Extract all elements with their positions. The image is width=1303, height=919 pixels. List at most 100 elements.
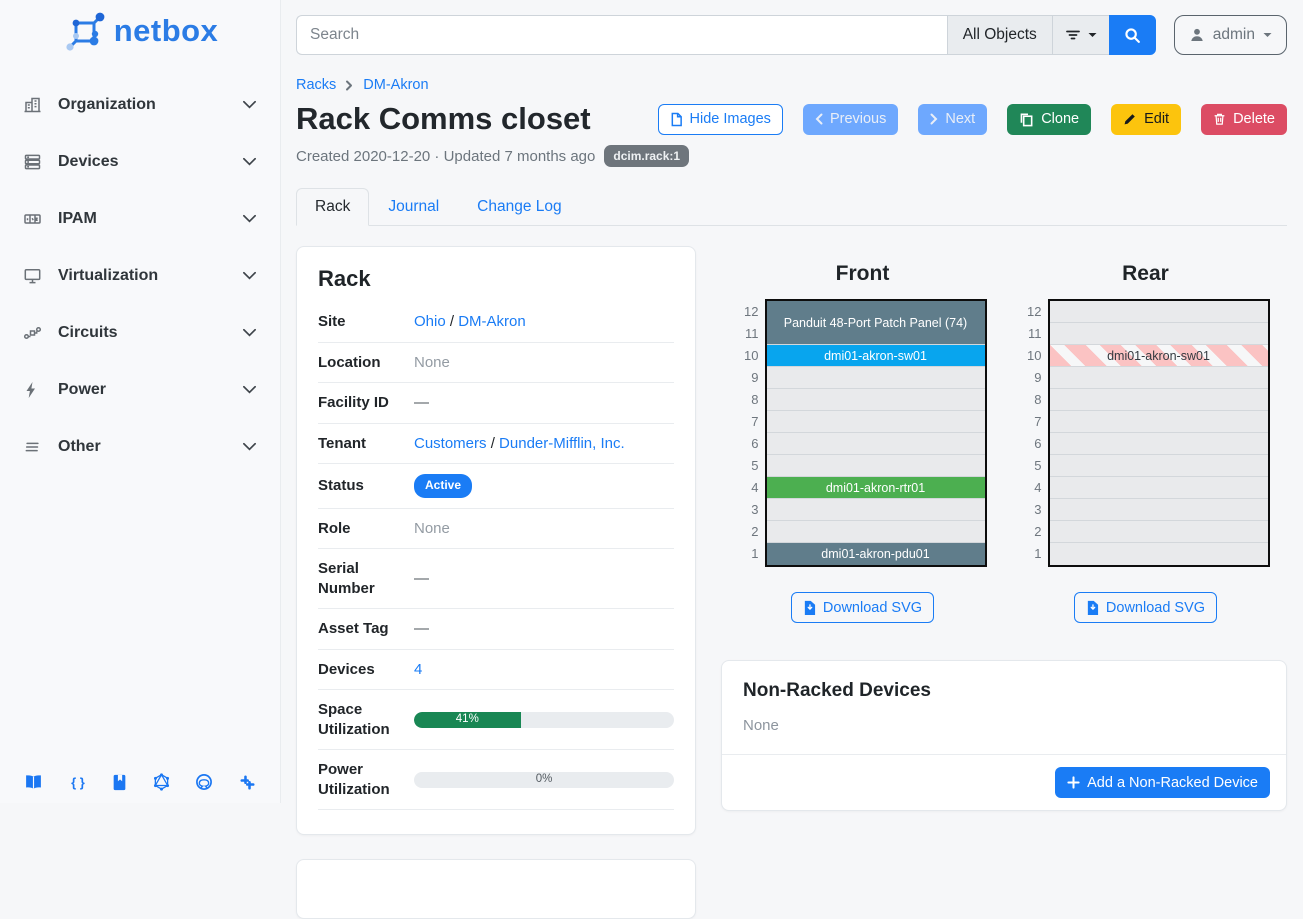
rack-slot-empty[interactable] bbox=[1049, 433, 1268, 456]
rack-slot-empty[interactable] bbox=[766, 521, 985, 544]
rack-slot-empty[interactable] bbox=[766, 499, 985, 522]
rack-slot-empty[interactable] bbox=[1049, 499, 1268, 522]
sidebar-item-power[interactable]: Power bbox=[0, 361, 280, 418]
journal-icon[interactable] bbox=[112, 774, 127, 791]
info-value: None bbox=[414, 519, 674, 539]
add-non-racked-device-button[interactable]: Add a Non-Racked Device bbox=[1055, 767, 1270, 799]
ohio-link[interactable]: Ohio bbox=[414, 313, 446, 331]
info-row-power-utilization: Power Utilization 0% bbox=[318, 750, 674, 811]
customers-link[interactable]: Customers bbox=[414, 434, 487, 452]
tab-journal[interactable]: Journal bbox=[388, 198, 440, 216]
sidebar-item-other[interactable]: Other bbox=[0, 418, 280, 475]
user-menu-button[interactable]: admin bbox=[1173, 15, 1287, 55]
sidebar-item-organization[interactable]: Organization bbox=[0, 76, 280, 133]
download-file-icon bbox=[803, 600, 816, 616]
sidebar-item-circuits[interactable]: Circuits bbox=[0, 304, 280, 361]
unit-number: 10 bbox=[744, 348, 759, 364]
info-row-facility-id: Facility ID — bbox=[318, 383, 674, 424]
rack-slot-empty[interactable] bbox=[1049, 521, 1268, 544]
tab-change-log[interactable]: Change Log bbox=[477, 198, 562, 216]
rack-device-panduit-48-port-patch-panel-74[interactable]: Panduit 48-Port Patch Panel (74) bbox=[766, 301, 985, 346]
breadcrumb-site-link[interactable]: DM-Akron bbox=[363, 77, 429, 93]
sidebar-item-devices[interactable]: Devices bbox=[0, 133, 280, 190]
rack-slot-empty[interactable] bbox=[1049, 367, 1268, 390]
sidebar-item-ipam[interactable]: IPAM bbox=[0, 190, 280, 247]
rack-slot-empty[interactable] bbox=[1049, 411, 1268, 434]
non-racked-footer: Add a Non-Racked Device bbox=[722, 754, 1286, 810]
front-rack-body: 12 11 10 9 8 7 6 5 4 3 2 1 Panduit 48-Port Patch Pan… bbox=[739, 299, 987, 568]
graphql-icon[interactable] bbox=[153, 773, 170, 791]
download-svg-rear-button[interactable]: Download SVG bbox=[1073, 592, 1218, 624]
counter-icon bbox=[23, 209, 45, 229]
content: Rack Site Ohio / DM-Akron Location None Faci… bbox=[296, 246, 1287, 919]
download-svg-front-button[interactable]: Download SVG bbox=[790, 592, 935, 624]
card-partial bbox=[296, 859, 696, 919]
search-filter-button[interactable] bbox=[1051, 15, 1109, 55]
next-button[interactable]: Next bbox=[918, 103, 988, 135]
slack-icon[interactable] bbox=[239, 774, 256, 791]
tab-bar: Rack Journal Change Log bbox=[296, 188, 1287, 227]
breadcrumb: Racks DM-Akron bbox=[296, 77, 1287, 93]
search-submit-button[interactable] bbox=[1108, 15, 1156, 55]
previous-button[interactable]: Previous bbox=[802, 103, 899, 135]
sidebar-footer: { } bbox=[24, 773, 256, 791]
page-title: Rack Comms closet bbox=[296, 101, 591, 136]
rack-device-dmi01-akron-sw01[interactable]: dmi01-akron-sw01 bbox=[1049, 345, 1268, 368]
topbar: All Objects admin bbox=[296, 15, 1287, 55]
space-utilization-bar: 41% bbox=[414, 711, 674, 728]
chevron-down-icon bbox=[242, 442, 257, 452]
unit-number: 4 bbox=[751, 480, 759, 496]
non-racked-body: Non-Racked Devices None bbox=[722, 661, 1286, 754]
rack-slot-empty[interactable] bbox=[1049, 323, 1268, 346]
rack-device-dmi01-akron-rtr01[interactable]: dmi01-akron-rtr01 bbox=[766, 477, 985, 500]
chevron-down-icon bbox=[242, 100, 257, 110]
rack-elevations: Front 12 11 10 9 8 7 6 5 4 3 2 1 Panduit 48-Port Pat… bbox=[721, 246, 1287, 624]
trash-icon bbox=[1213, 112, 1226, 126]
unit-number: 9 bbox=[751, 370, 759, 386]
book-icon[interactable] bbox=[24, 774, 43, 791]
rack-device-dmi01-akron-pdu01[interactable]: dmi01-akron-pdu01 bbox=[766, 543, 985, 566]
rack-device-dmi01-akron-sw01[interactable]: dmi01-akron-sw01 bbox=[766, 345, 985, 368]
netbox-logo[interactable]: netbox bbox=[0, 0, 280, 60]
breadcrumb-racks-link[interactable]: Racks bbox=[296, 77, 337, 93]
rack-slot-empty[interactable] bbox=[1049, 455, 1268, 478]
unit-number: 12 bbox=[744, 304, 759, 320]
info-row-location: Location None bbox=[318, 343, 674, 384]
rack-slot-empty[interactable] bbox=[766, 389, 985, 412]
rack-slot-empty[interactable] bbox=[766, 455, 985, 478]
created-updated-text: Created 2020-12-20 · Updated 7 months ag… bbox=[296, 147, 596, 165]
rack-slot-empty[interactable] bbox=[1049, 301, 1268, 324]
none-value: None bbox=[414, 353, 450, 371]
netbox-logo-icon bbox=[62, 9, 108, 60]
rack-slot-empty[interactable] bbox=[1049, 543, 1268, 566]
front-title: Front bbox=[835, 262, 890, 286]
sidebar-item-virtualization[interactable]: Virtualization bbox=[0, 247, 280, 304]
info-row-serial-number: Serial Number — bbox=[318, 549, 674, 610]
dunder-mifflin-inc-link[interactable]: Dunder-Mifflin, Inc. bbox=[499, 434, 625, 452]
rack-slot-empty[interactable] bbox=[1049, 477, 1268, 500]
rack-slot-empty[interactable] bbox=[1049, 389, 1268, 412]
tab-rack[interactable]: Rack bbox=[296, 188, 370, 227]
person-icon bbox=[1189, 27, 1205, 43]
clone-button[interactable]: Clone bbox=[1007, 103, 1092, 135]
rear-download-row: Download SVG bbox=[1073, 592, 1218, 624]
rack-slot-empty[interactable] bbox=[766, 411, 985, 434]
sidebar-item-label: Devices bbox=[58, 152, 119, 170]
github-icon[interactable] bbox=[195, 773, 213, 791]
info-label: Status bbox=[318, 477, 364, 495]
braces-icon[interactable]: { } bbox=[69, 774, 87, 791]
search-scope-button[interactable]: All Objects bbox=[946, 15, 1052, 55]
copy-icon bbox=[1019, 112, 1034, 127]
edit-button[interactable]: Edit bbox=[1111, 103, 1182, 135]
search-input[interactable] bbox=[296, 15, 947, 55]
info-label: Role bbox=[318, 519, 351, 537]
rack-slot-empty[interactable] bbox=[766, 367, 985, 390]
rack-slot-empty[interactable] bbox=[766, 433, 985, 456]
unit-number: 3 bbox=[751, 502, 759, 518]
dm-akron-link[interactable]: DM-Akron bbox=[458, 313, 526, 331]
unit-number: 9 bbox=[1034, 370, 1042, 386]
devices-count-link[interactable]: 4 bbox=[414, 660, 423, 678]
delete-button[interactable]: Delete bbox=[1201, 103, 1287, 135]
hide-images-button[interactable]: Hide Images bbox=[657, 103, 783, 135]
rear-title: Rear bbox=[1122, 262, 1169, 286]
